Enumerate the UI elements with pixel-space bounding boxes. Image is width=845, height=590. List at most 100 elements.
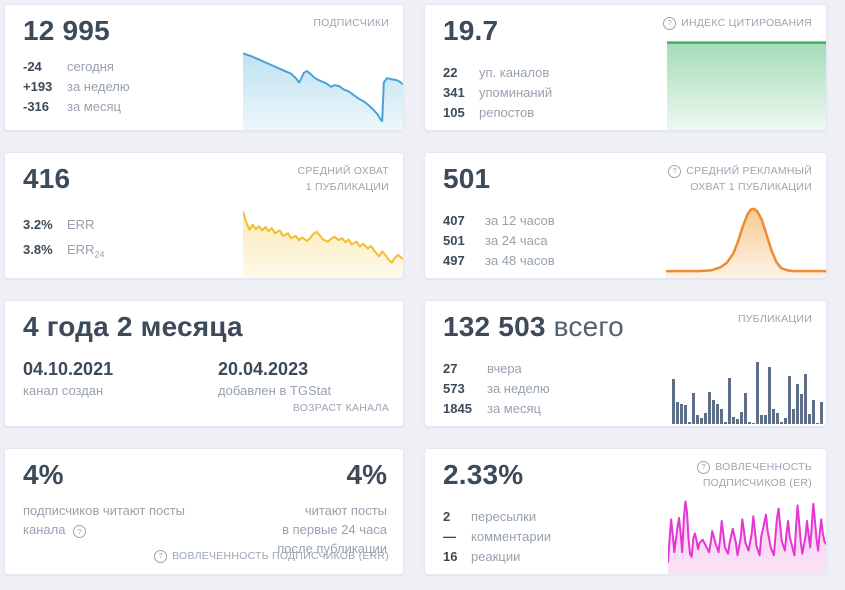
- stat-row-24h: 501 за 24 часа: [443, 231, 555, 251]
- stat-48h-label: за 48 часов: [485, 253, 555, 268]
- stat-row-channels: 22 уп. каналов: [443, 63, 552, 83]
- adv-reach-stats: 407 за 12 часов 501 за 24 часа 497 за 48…: [443, 211, 555, 271]
- stat-err-label: ERR: [67, 217, 95, 232]
- subscribers-stats: -24 сегодня +193 за неделю -316 за месяц: [23, 57, 130, 117]
- er-card-title: ? ВОВЛЕЧЕННОСТЬ ПОДПИСЧИКОВ (ER): [697, 459, 812, 491]
- stat-12h-label: за 12 часов: [485, 213, 555, 228]
- avg-reach-stats: 3.2% ERR 3.8% ERR24: [23, 215, 104, 264]
- stat-row-comments: — комментарии: [443, 527, 551, 547]
- publications-value-suffix: всего: [553, 311, 624, 342]
- stat-row-yesterday: 27 вчера: [443, 359, 550, 379]
- citation-card-title: ? ИНДЕКС ЦИТИРОВАНИЯ: [663, 15, 812, 31]
- stat-yesterday-value: 27: [443, 361, 458, 376]
- average-reach-card: СРЕДНИЙ ОХВАТ 1 ПУБЛИКАЦИИ 416 3.2% ERR …: [4, 152, 404, 279]
- stat-reposts-label: репостов: [479, 105, 535, 120]
- stat-row-pubs-month: 1845 за месяц: [443, 399, 550, 419]
- channel-age-footer: ВОЗРАСТ КАНАЛА: [292, 402, 389, 414]
- err-left-label: подписчиков читают посты канала ?: [23, 503, 186, 539]
- stat-pubs-week-value: 573: [443, 381, 465, 396]
- citation-index-card: ? ИНДЕКС ЦИТИРОВАНИЯ 19.7 22 уп. каналов…: [424, 4, 827, 131]
- stat-row-48h: 497 за 48 часов: [443, 251, 555, 271]
- stat-forwards-value: 2: [443, 509, 451, 524]
- stat-reposts-value: 105: [443, 105, 465, 120]
- subscribers-value: 12 995: [23, 15, 110, 46]
- channel-age-value: 4 года 2 месяца: [23, 311, 243, 342]
- citation-value: 19.7: [443, 15, 499, 46]
- er-title-line1: ВОВЛЕЧЕННОСТЬ: [715, 461, 812, 473]
- stat-row-reposts: 105 репостов: [443, 103, 552, 123]
- er-title-line2: ПОДПИСЧИКОВ (ER): [702, 477, 812, 489]
- adv-reach-title-line1: СРЕДНИЙ РЕКЛАМНЫЙ: [686, 165, 812, 177]
- help-icon[interactable]: ?: [697, 460, 711, 474]
- stat-24h-value: 501: [443, 233, 465, 248]
- stat-channels-label: уп. каналов: [479, 65, 550, 80]
- added-date-block: 20.04.2023 добавлен в TGStat: [218, 357, 403, 401]
- err-left-block: 4% подписчиков читают посты канала ?: [23, 459, 185, 539]
- adv-reach-title-line2: ОХВАТ 1 ПУБЛИКАЦИИ: [690, 181, 812, 193]
- help-icon[interactable]: ?: [154, 549, 168, 563]
- stat-24h-label: за 24 часа: [485, 233, 548, 248]
- er-chart: [668, 496, 826, 574]
- stat-today-label: сегодня: [67, 59, 114, 74]
- subscribers-card-title: ПОДПИСЧИКИ: [313, 15, 389, 31]
- err-card: 4% подписчиков читают посты канала ? 4% …: [4, 448, 404, 575]
- added-date: 20.04.2023: [218, 359, 309, 379]
- stat-reactions-label: реакции: [471, 549, 521, 564]
- citation-title-text: ИНДЕКС ЦИТИРОВАНИЯ: [681, 17, 812, 29]
- stat-row-err: 3.2% ERR: [23, 215, 104, 240]
- stat-row-pubs-week: 573 за неделю: [443, 379, 550, 399]
- stat-yesterday-label: вчера: [487, 361, 522, 376]
- stat-err24-label: ERR24: [67, 241, 105, 260]
- stat-pubs-month-label: за месяц: [487, 401, 541, 416]
- help-icon[interactable]: ?: [668, 164, 682, 178]
- citation-stats: 22 уп. каналов 341 упоминаний 105 репост…: [443, 63, 552, 123]
- publications-chart: [672, 362, 824, 424]
- stat-reactions-value: 16: [443, 549, 458, 564]
- avg-reach-chart: [243, 208, 403, 278]
- stat-comments-label: комментарии: [471, 529, 552, 544]
- adv-reach-value: 501: [443, 163, 491, 194]
- err-card-footer: ? ВОВЛЕЧЕННОСТЬ ПОДПИСЧИКОВ (ERR): [154, 548, 389, 564]
- stat-pubs-month-value: 1845: [443, 401, 472, 416]
- stat-row-month: -316 за месяц: [23, 97, 130, 117]
- publications-stats: 27 вчера 573 за неделю 1845 за месяц: [443, 359, 550, 419]
- created-date-label: канал создан: [23, 383, 104, 398]
- stat-mentions-value: 341: [443, 85, 465, 100]
- stat-row-err24: 3.8% ERR24: [23, 240, 104, 265]
- stat-row-forwards: 2 пересылки: [443, 507, 551, 527]
- er-value: 2.33%: [443, 459, 524, 490]
- avg-reach-value: 416: [23, 163, 71, 194]
- subscribers-title-text: ПОДПИСЧИКИ: [313, 17, 389, 29]
- stat-forwards-label: пересылки: [471, 509, 537, 524]
- er-stats: 2 пересылки — комментарии 16 реакции: [443, 507, 551, 567]
- stat-mentions-label: упоминаний: [479, 85, 553, 100]
- err-left-value: 4%: [23, 459, 64, 490]
- err-right-value: 4%: [346, 459, 387, 490]
- stat-12h-value: 407: [443, 213, 465, 228]
- cards-grid: ПОДПИСЧИКИ 12 995 -24 сегодня +193 за не…: [4, 4, 827, 575]
- avg-reach-title-line1: СРЕДНИЙ ОХВАТ: [297, 165, 389, 177]
- stat-today-value: -24: [23, 59, 42, 74]
- help-icon[interactable]: ?: [73, 525, 87, 539]
- help-icon[interactable]: ?: [663, 16, 677, 30]
- publications-value: 132 503 всего: [443, 311, 624, 342]
- stat-comments-value: —: [443, 529, 456, 544]
- adv-reach-card-title: ? СРЕДНИЙ РЕКЛАМНЫЙ ОХВАТ 1 ПУБЛИКАЦИИ: [668, 163, 812, 195]
- stat-err-value: 3.2%: [23, 217, 53, 232]
- err-right-block: 4% читают посты в первые 24 часа после п…: [277, 459, 387, 558]
- err-footer-text: ВОВЛЕЧЕННОСТЬ ПОДПИСЧИКОВ (ERR): [172, 550, 389, 562]
- created-date: 04.10.2021: [23, 359, 114, 379]
- adv-reach-card: ? СРЕДНИЙ РЕКЛАМНЫЙ ОХВАТ 1 ПУБЛИКАЦИИ 5…: [424, 152, 827, 279]
- stat-month-value: -316: [23, 99, 50, 114]
- stat-week-label: за неделю: [67, 79, 130, 94]
- stat-row-mentions: 341 упоминаний: [443, 83, 552, 103]
- stat-row-reactions: 16 реакции: [443, 547, 551, 567]
- stat-channels-value: 22: [443, 65, 458, 80]
- created-date-block: 04.10.2021 канал создан: [23, 357, 218, 401]
- citation-chart: [667, 39, 826, 130]
- stat-pubs-week-label: за неделю: [487, 381, 550, 396]
- er-card: ? ВОВЛЕЧЕННОСТЬ ПОДПИСЧИКОВ (ER) 2.33% 2…: [424, 448, 827, 575]
- stat-month-label: за месяц: [67, 99, 121, 114]
- added-date-label: добавлен в TGStat: [218, 383, 332, 398]
